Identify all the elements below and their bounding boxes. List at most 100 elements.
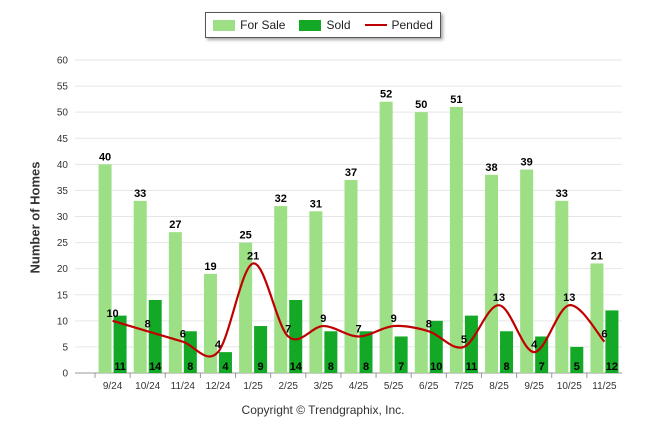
label-for-sale: 33 bbox=[134, 188, 146, 200]
label-for-sale: 50 bbox=[415, 99, 427, 111]
bar-sold bbox=[113, 315, 127, 373]
label-pended: 13 bbox=[563, 292, 575, 304]
label-sold: 8 bbox=[187, 361, 193, 373]
x-tick-label: 12/24 bbox=[205, 381, 230, 392]
bar-sold bbox=[535, 336, 549, 373]
label-for-sale: 37 bbox=[345, 167, 357, 179]
label-sold: 8 bbox=[328, 361, 334, 373]
label-pended: 13 bbox=[493, 292, 505, 304]
legend-item-for-sale[interactable]: For Sale bbox=[213, 18, 285, 32]
legend-item-sold[interactable]: Sold bbox=[299, 18, 351, 32]
label-for-sale: 39 bbox=[521, 157, 533, 169]
x-tick-label: 9/24 bbox=[103, 381, 123, 392]
x-tick-label: 10/24 bbox=[135, 381, 160, 392]
label-sold: 9 bbox=[258, 361, 264, 373]
bar-for-sale bbox=[203, 273, 217, 373]
label-pended: 9 bbox=[320, 313, 326, 325]
label-sold: 12 bbox=[606, 361, 618, 373]
x-tick-label: 8/25 bbox=[489, 381, 509, 392]
x-tick-label: 3/25 bbox=[314, 381, 334, 392]
label-pended: 7 bbox=[355, 323, 361, 335]
label-sold: 7 bbox=[539, 361, 545, 373]
label-pended: 10 bbox=[106, 308, 118, 320]
y-axis: 0 5 10 15 20 25 30 35 40 45 50 55 60 bbox=[57, 56, 69, 380]
y-tick-label: 35 bbox=[57, 186, 69, 197]
x-tick-label: 4/25 bbox=[349, 381, 369, 392]
label-for-sale: 31 bbox=[310, 198, 322, 210]
x-tick-label: 10/25 bbox=[557, 381, 582, 392]
label-for-sale: 25 bbox=[239, 230, 251, 242]
bar-sold bbox=[324, 331, 338, 373]
bar-sold bbox=[605, 310, 619, 373]
x-tick-label: 6/25 bbox=[419, 381, 439, 392]
bar-for-sale bbox=[239, 242, 253, 373]
bar-for-sale bbox=[344, 179, 358, 373]
bar-sold bbox=[570, 346, 584, 373]
label-pended: 6 bbox=[601, 329, 607, 341]
bar-for-sale bbox=[133, 200, 147, 373]
label-for-sale: 27 bbox=[169, 219, 181, 231]
x-tick-label: 11/25 bbox=[592, 381, 617, 392]
x-axis: 9/24 10/24 11/24 12/24 1/25 2/25 3/25 4/25 5/25 6… bbox=[94, 373, 617, 392]
bar-sold bbox=[289, 299, 303, 373]
x-tick-label: 7/25 bbox=[454, 381, 474, 392]
label-pended: 9 bbox=[391, 313, 397, 325]
y-tick-label: 40 bbox=[57, 160, 69, 171]
label-pended: 21 bbox=[247, 250, 259, 262]
legend-label-for-sale: For Sale bbox=[240, 18, 286, 32]
data-labels: 4011331427819425932143183785275010511138… bbox=[99, 89, 618, 373]
bar-for-sale bbox=[555, 200, 569, 373]
legend-label-sold: Sold bbox=[326, 18, 351, 32]
y-tick-label: 50 bbox=[57, 108, 69, 119]
label-pended: 4 bbox=[531, 339, 538, 351]
legend-label-pended: Pended bbox=[391, 18, 433, 32]
x-tick-label: 2/25 bbox=[278, 381, 298, 392]
label-pended: 6 bbox=[180, 329, 186, 341]
y-tick-label: 15 bbox=[57, 290, 69, 301]
bar-for-sale bbox=[168, 232, 182, 373]
y-tick-label: 30 bbox=[57, 212, 69, 223]
y-tick-label: 10 bbox=[57, 316, 69, 327]
label-for-sale: 21 bbox=[591, 250, 603, 262]
bar-for-sale bbox=[449, 106, 463, 373]
bar-sold bbox=[500, 331, 514, 373]
y-tick-label: 25 bbox=[57, 238, 69, 249]
y-tick-label: 55 bbox=[57, 82, 69, 93]
y-tick-label: 5 bbox=[62, 342, 68, 353]
bar-for-sale bbox=[379, 101, 393, 373]
label-pended: 5 bbox=[461, 334, 467, 346]
label-for-sale: 40 bbox=[99, 151, 111, 163]
label-sold: 14 bbox=[149, 361, 162, 373]
bar-for-sale bbox=[98, 164, 112, 373]
y-axis-title: Number of Homes bbox=[27, 161, 43, 274]
y-tick-label: 60 bbox=[57, 56, 69, 67]
label-sold: 14 bbox=[290, 361, 303, 373]
bar-for-sale bbox=[520, 169, 534, 373]
bar-sold bbox=[359, 331, 373, 373]
label-pended: 4 bbox=[215, 339, 222, 351]
x-tick-label: 1/25 bbox=[243, 381, 263, 392]
bars bbox=[98, 101, 619, 374]
label-for-sale: 32 bbox=[275, 193, 287, 205]
label-pended: 7 bbox=[285, 323, 291, 335]
label-for-sale: 52 bbox=[380, 89, 392, 101]
bar-sold bbox=[394, 336, 408, 373]
sold-swatch bbox=[299, 19, 322, 31]
x-tick-label: 5/25 bbox=[384, 381, 404, 392]
label-for-sale: 51 bbox=[450, 94, 462, 106]
bar-sold bbox=[183, 331, 197, 373]
bar-for-sale bbox=[414, 112, 428, 374]
label-for-sale: 38 bbox=[485, 162, 497, 174]
label-sold: 11 bbox=[466, 361, 478, 373]
bar-sold bbox=[464, 315, 478, 373]
bar-sold bbox=[218, 352, 232, 373]
legend-item-pended[interactable]: Pended bbox=[364, 18, 433, 32]
pended-line bbox=[112, 262, 606, 358]
y-tick-label: 45 bbox=[57, 134, 69, 145]
label-for-sale: 19 bbox=[204, 261, 216, 273]
label-sold: 7 bbox=[398, 361, 404, 373]
label-for-sale: 33 bbox=[556, 188, 568, 200]
label-pended: 8 bbox=[426, 318, 432, 330]
label-sold: 10 bbox=[430, 361, 442, 373]
